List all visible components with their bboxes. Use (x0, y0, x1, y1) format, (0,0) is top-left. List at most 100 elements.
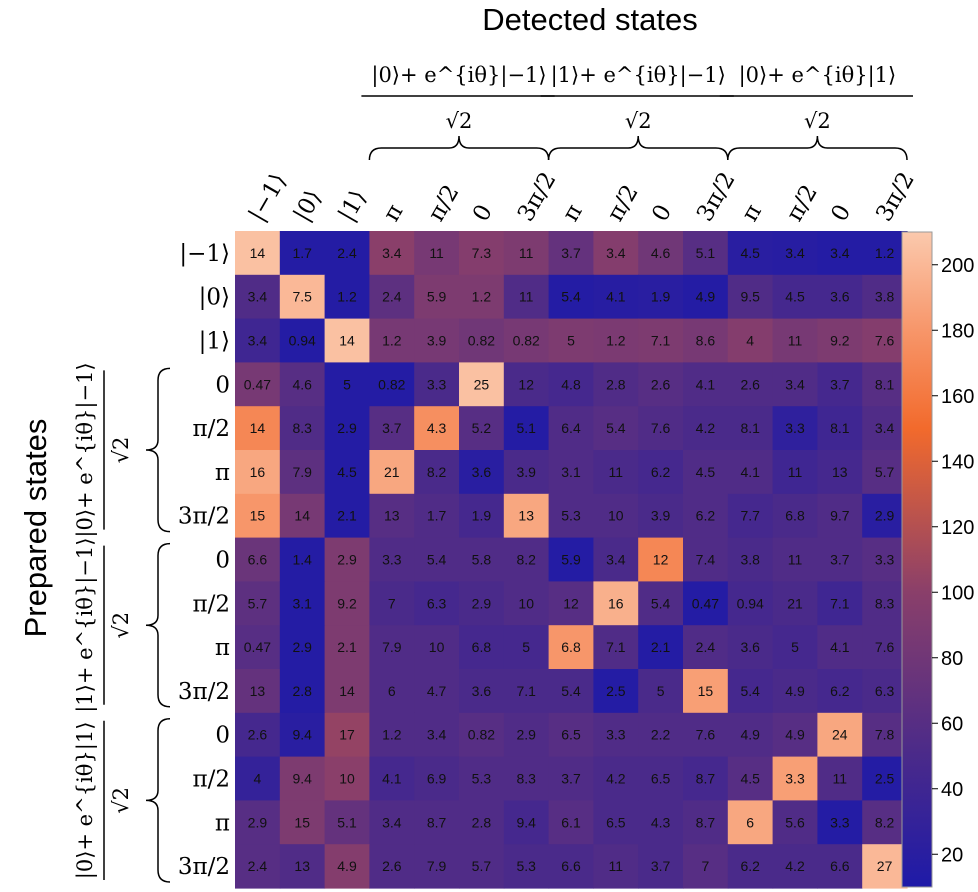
cell-value-label: 6.6 (248, 552, 268, 568)
cell-value-label: 6.6 (561, 858, 581, 874)
heatmap-cell (817, 581, 863, 626)
heatmap-cell (503, 669, 550, 714)
cell-value-label: 12 (653, 552, 669, 568)
cell-value-label: 8.7 (427, 814, 447, 830)
cell-value-label: 3.7 (651, 858, 671, 874)
heatmap-cell (638, 318, 684, 363)
cell-value-label: 8.2 (875, 814, 895, 830)
heatmap-cell (414, 800, 460, 845)
heatmap-cell (862, 450, 908, 495)
heatmap-cell (683, 537, 729, 582)
cell-value-label: 5.6 (785, 814, 805, 830)
cell-value-label: 6.5 (606, 814, 626, 830)
cell-value-label: 5.4 (427, 552, 447, 568)
cell-value-label: 4.1 (830, 639, 850, 655)
cell-value-label: 11 (429, 245, 444, 261)
cell-value-label: 5 (791, 639, 799, 655)
cell-value-label: 5.9 (427, 289, 447, 305)
heatmap-cell (862, 537, 908, 582)
heatmap-cell (593, 625, 639, 670)
heatmap-cell (772, 231, 818, 276)
column-tick-label: 3π/2 (692, 168, 741, 226)
heatmap-cell (503, 844, 550, 889)
prepared-states-title: Prepared states (18, 419, 53, 638)
cell-value-label: 3.4 (248, 333, 268, 349)
heatmap-cell (638, 800, 684, 845)
cell-value-label: 7 (388, 595, 396, 611)
cell-value-label: 15 (250, 508, 266, 524)
cell-value-label: 4.1 (606, 289, 626, 305)
cell-value-label: 3.8 (875, 289, 895, 305)
cell-value-label: 6.8 (561, 639, 581, 655)
cell-value-label: 11 (788, 464, 803, 480)
colorbar-ticks: 20 40 60 80 100 120 140 160 180 200 (932, 255, 974, 866)
heatmap-cell (727, 844, 774, 889)
cell-value-label: 6 (746, 814, 754, 830)
row-group-brace (145, 367, 171, 533)
cell-value-label: 11 (788, 552, 803, 568)
cell-value-label: 2.6 (248, 727, 268, 743)
heatmap-cell (862, 625, 908, 670)
heatmap-cell (414, 581, 460, 626)
heatmap-cell (683, 362, 729, 407)
cell-value-label: 7.1 (651, 333, 671, 349)
heatmap-cell (593, 362, 639, 407)
cell-value-label: 6.2 (651, 464, 671, 480)
cell-value-label: 2.4 (248, 858, 268, 874)
heatmap-cell (683, 406, 729, 451)
cell-value-label: 6.6 (830, 858, 850, 874)
cell-value-label: 1.2 (382, 333, 402, 349)
heatmap-cell (324, 625, 370, 670)
heatmap-cell (369, 493, 415, 539)
row-tick-label: 3π/2 (178, 679, 230, 705)
heatmap-cell (727, 712, 774, 758)
heatmap-cell (548, 450, 594, 495)
cell-value-label: 4.9 (785, 683, 805, 699)
heatmap-cell (727, 406, 774, 451)
heatmap-cell (817, 844, 863, 889)
heatmap-cell (683, 231, 729, 276)
row-group-numerator: |1⟩+ e^{iθ}|−1⟩ (73, 538, 98, 713)
cell-value-label: 1.2 (382, 727, 402, 743)
heatmap-cell (593, 756, 639, 801)
heatmap-cell (279, 362, 326, 407)
cell-value-label: 3.7 (561, 771, 581, 787)
cell-value-label: 11 (788, 333, 803, 349)
cell-value-label: 4.1 (696, 376, 716, 392)
heatmap-cell (459, 537, 505, 582)
heatmap-cell (279, 537, 326, 582)
cell-value-label: 2.5 (875, 771, 895, 787)
heatmap-cell (369, 362, 415, 407)
row-tick-label: π/2 (193, 767, 231, 793)
heatmap-cell (638, 231, 684, 276)
heatmap-cell (817, 625, 863, 670)
row-group-denominator: √2 (109, 787, 133, 814)
cell-value-label: 5.9 (561, 552, 581, 568)
heatmap-cell (369, 844, 415, 889)
cell-value-label: 7.3 (472, 245, 492, 261)
heatmap-cell (503, 712, 550, 758)
column-tick-label: π/2 (423, 181, 464, 226)
column-tick-label: π (378, 200, 408, 226)
cell-value-label: 2.6 (740, 376, 760, 392)
cell-value-label: 2.4 (337, 245, 357, 261)
heatmap-cell (235, 800, 281, 845)
cell-value-label: 4 (746, 333, 754, 349)
heatmap-cell (593, 537, 639, 582)
cell-value-label: 3.3 (382, 552, 402, 568)
heatmap-cell (862, 712, 908, 758)
row-tick-label: π/2 (193, 591, 231, 617)
cell-value-label: 5.2 (472, 420, 492, 436)
heatmap-cell (324, 581, 370, 626)
cell-value-label: 4.5 (740, 771, 760, 787)
cell-value-label: 8.3 (292, 420, 312, 436)
heatmap-cell (817, 274, 863, 320)
cell-value-label: 2.8 (292, 683, 312, 699)
heatmap-cell (235, 493, 281, 539)
heatmap-cell (638, 362, 684, 407)
heatmap-cell (683, 625, 729, 670)
cell-value-label: 9.7 (830, 508, 850, 524)
heatmap-cell (369, 669, 415, 714)
heatmap-cell (459, 231, 505, 276)
